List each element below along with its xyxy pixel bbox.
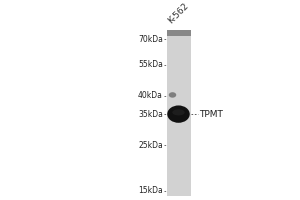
Ellipse shape xyxy=(167,105,190,123)
Text: 35kDa: 35kDa xyxy=(138,110,163,119)
Text: K-562: K-562 xyxy=(167,1,191,26)
Text: 15kDa: 15kDa xyxy=(138,186,163,195)
Bar xyxy=(167,30,191,36)
Ellipse shape xyxy=(169,92,176,98)
Text: TPMT: TPMT xyxy=(200,110,224,119)
Text: 70kDa: 70kDa xyxy=(138,35,163,44)
Ellipse shape xyxy=(172,109,185,115)
Text: 25kDa: 25kDa xyxy=(138,141,163,150)
Text: 55kDa: 55kDa xyxy=(138,60,163,69)
Text: 40kDa: 40kDa xyxy=(138,91,163,100)
Bar xyxy=(167,32,191,196)
